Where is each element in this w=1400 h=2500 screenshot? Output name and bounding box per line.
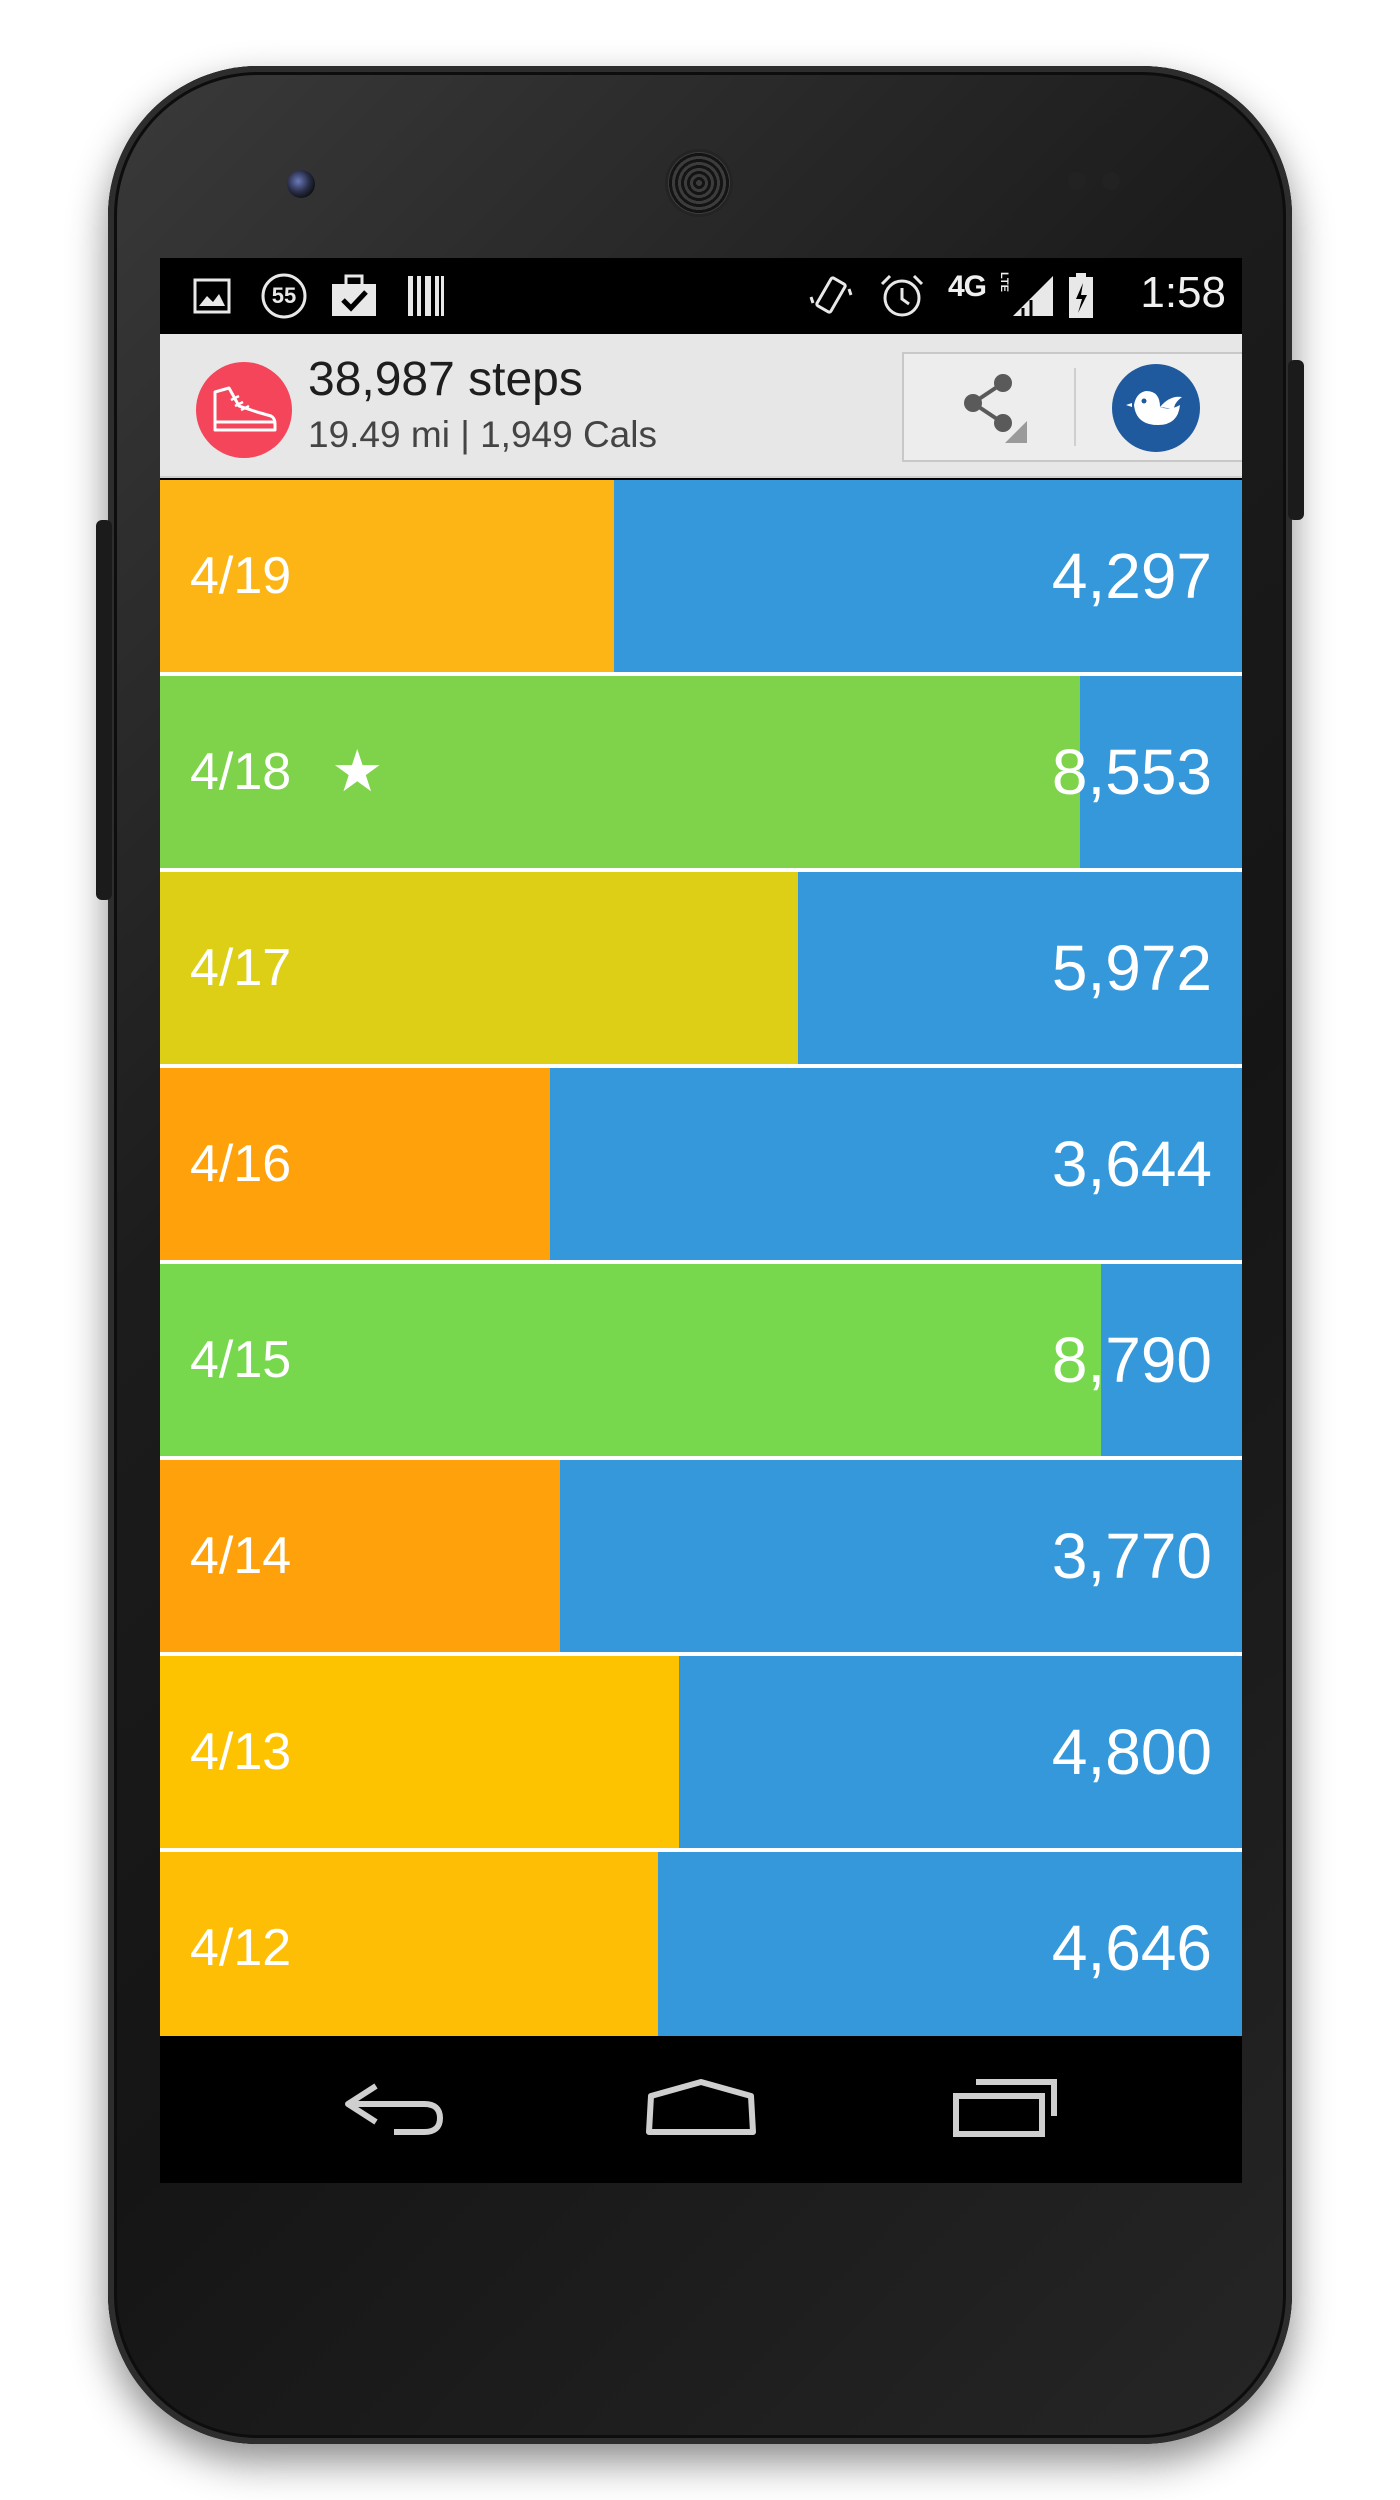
status-bar: 55 4G LTE 1:58 <box>160 258 1242 334</box>
battery-icon <box>1066 272 1096 320</box>
day-row[interactable]: 4/19 4,297 <box>160 480 1242 672</box>
day-row[interactable]: 4/12 4,646 <box>160 1852 1242 2044</box>
day-progress-fill <box>160 1068 550 1260</box>
daily-steps-list: 4/19 4,297 4/18 ★ 8,553 4/17 5,972 4/16 3,644 4/1… <box>160 480 1242 2044</box>
total-steps: 38,987 steps <box>308 353 583 406</box>
day-progress-fill <box>160 480 615 672</box>
header-actions <box>902 352 1242 462</box>
day-progress-fill <box>160 1460 561 1652</box>
bird-button[interactable] <box>1112 364 1200 452</box>
day-progress-fill <box>160 1264 1102 1456</box>
day-date: 4/17 <box>190 872 291 1064</box>
day-step-count: 4,646 <box>1051 1912 1212 1984</box>
home-icon <box>643 2076 759 2144</box>
recents-button[interactable] <box>940 2066 1070 2154</box>
action-divider <box>1074 368 1076 446</box>
image-icon <box>190 272 234 320</box>
day-date-label: 4/12 <box>190 1919 292 1977</box>
day-step-count: 4,800 <box>1051 1716 1212 1788</box>
day-date-label: 4/19 <box>190 547 292 605</box>
day-progress-fill <box>160 1656 680 1848</box>
status-time: 1:58 <box>1140 268 1226 317</box>
day-step-count: 8,790 <box>1051 1324 1212 1396</box>
day-row[interactable]: 4/17 5,972 <box>160 872 1242 1064</box>
day-date-label: 4/17 <box>190 939 292 997</box>
day-date-label: 4/14 <box>190 1527 292 1585</box>
screen: 55 4G LTE 1:58 <box>160 258 1242 2183</box>
day-date: 4/15 <box>190 1264 291 1456</box>
network-lte: LTE <box>998 272 1010 292</box>
network-type: 4G <box>948 270 987 303</box>
day-date-label: 4/18 <box>190 743 292 801</box>
day-step-count: 5,972 <box>1051 932 1212 1004</box>
distance-calories-summary: 19.49 mi | 1,949 Cals <box>308 414 657 455</box>
navigation-bar <box>160 2036 1242 2183</box>
signal-icon <box>1010 272 1056 320</box>
day-date: 4/12 <box>190 1852 291 2044</box>
briefcase-check-icon <box>328 272 380 320</box>
day-step-count: 8,553 <box>1051 736 1212 808</box>
bird-icon <box>1126 381 1186 435</box>
day-date: 4/14 <box>190 1460 291 1652</box>
back-button[interactable] <box>330 2066 460 2154</box>
day-step-count: 3,644 <box>1051 1128 1212 1200</box>
share-button[interactable] <box>904 354 1074 460</box>
barcode-icon <box>406 272 446 320</box>
day-row[interactable]: 4/18 ★ 8,553 <box>160 676 1242 868</box>
day-date-label: 4/13 <box>190 1723 292 1781</box>
day-progress-fill <box>160 1852 658 2044</box>
alarm-icon <box>876 272 928 320</box>
power-button <box>1288 360 1304 520</box>
day-date-label: 4/15 <box>190 1331 292 1389</box>
day-date: 4/16 <box>190 1068 291 1260</box>
day-row[interactable]: 4/15 8,790 <box>160 1264 1242 1456</box>
star-icon: ★ <box>331 739 384 804</box>
day-row[interactable]: 4/13 4,800 <box>160 1656 1242 1848</box>
day-date-label: 4/16 <box>190 1135 292 1193</box>
earpiece-speaker <box>668 152 730 214</box>
badge-55-icon: 55 <box>258 272 310 320</box>
sneaker-icon[interactable] <box>196 362 292 458</box>
light-sensor <box>1102 172 1120 190</box>
volume-button <box>96 520 112 900</box>
share-icon <box>949 365 1029 449</box>
badge-count: 55 <box>271 283 297 308</box>
proximity-sensor <box>1068 172 1086 190</box>
front-camera <box>287 170 315 198</box>
vibrate-icon <box>806 272 856 320</box>
back-icon <box>340 2076 450 2144</box>
day-progress-fill <box>160 676 1080 868</box>
day-step-count: 4,297 <box>1051 540 1212 612</box>
day-row[interactable]: 4/14 3,770 <box>160 1460 1242 1652</box>
day-progress-fill <box>160 872 799 1064</box>
day-date: 4/18 ★ <box>190 676 383 868</box>
home-button[interactable] <box>636 2066 766 2154</box>
app-header: 38,987 steps 19.49 mi | 1,949 Cals <box>160 334 1242 478</box>
day-date: 4/19 <box>190 480 291 672</box>
day-date: 4/13 <box>190 1656 291 1848</box>
day-row[interactable]: 4/16 3,644 <box>160 1068 1242 1260</box>
recents-icon <box>950 2076 1060 2144</box>
day-step-count: 3,770 <box>1051 1520 1212 1592</box>
